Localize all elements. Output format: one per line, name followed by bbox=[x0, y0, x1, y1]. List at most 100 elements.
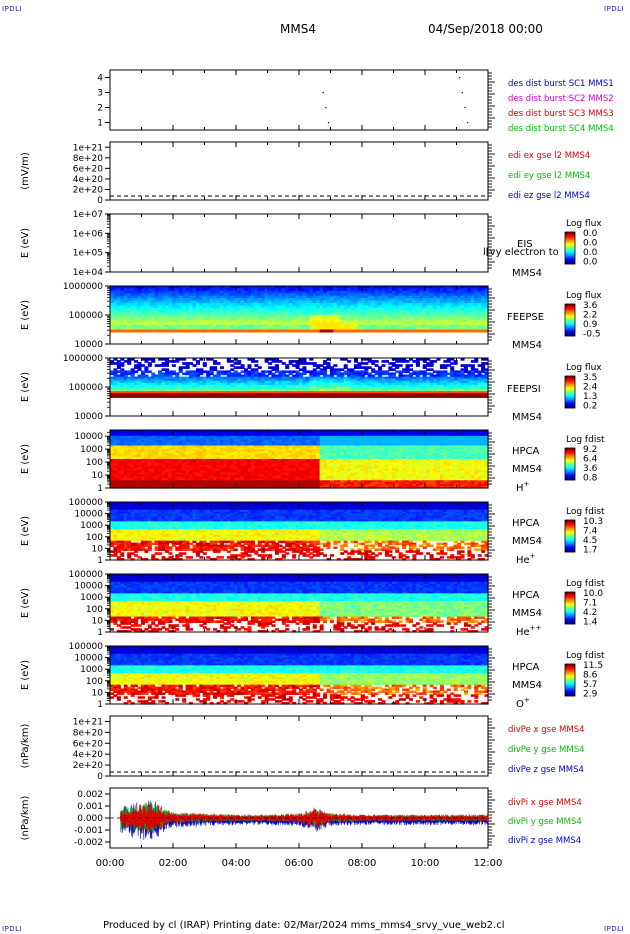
spectrogram-cell bbox=[140, 474, 145, 477]
spectrogram-cell bbox=[481, 362, 486, 365]
spectrogram-cell bbox=[329, 312, 334, 316]
spectrogram-cell bbox=[429, 312, 434, 316]
spectrogram-cell bbox=[426, 364, 431, 367]
spectrogram-cell bbox=[151, 395, 156, 398]
spectrogram-cell bbox=[223, 319, 228, 323]
spectrogram-cell bbox=[199, 293, 204, 297]
spectrogram-cell bbox=[371, 310, 376, 314]
spectrogram-cell bbox=[123, 384, 128, 388]
spectrogram-cell bbox=[281, 302, 286, 306]
spectrogram-cell bbox=[433, 382, 438, 386]
spectrogram-cell bbox=[175, 435, 180, 439]
spectrogram-cell bbox=[182, 380, 187, 384]
spectrogram-cell bbox=[402, 378, 407, 382]
spectrogram-cell bbox=[202, 393, 207, 396]
spectrogram-cell bbox=[374, 378, 379, 382]
spectrogram-cell bbox=[268, 319, 273, 323]
spectrogram-cell bbox=[164, 302, 170, 306]
spectrogram-cell bbox=[189, 466, 194, 470]
spectrogram-cell bbox=[446, 380, 451, 384]
spectrogram-cell bbox=[484, 329, 489, 333]
colorbar-cell bbox=[565, 316, 575, 318]
spectrogram-cell bbox=[319, 329, 324, 333]
spectrogram-cell bbox=[199, 324, 204, 328]
spectrogram-cell bbox=[271, 324, 276, 328]
spectrogram-cell bbox=[312, 362, 317, 365]
spectrogram-cell bbox=[329, 376, 334, 380]
colorbar-frame bbox=[564, 231, 576, 265]
spectrogram-cell bbox=[192, 435, 197, 439]
spectrogram-cell bbox=[429, 372, 434, 376]
spectrogram-cell bbox=[415, 300, 420, 304]
spectrogram-cell bbox=[116, 382, 121, 386]
spectrogram-cell bbox=[123, 372, 128, 376]
spectrogram-cell bbox=[364, 286, 369, 290]
spectrogram-cell bbox=[319, 310, 324, 314]
spectrogram-cell bbox=[113, 317, 118, 321]
spectrogram-cell bbox=[134, 455, 139, 458]
spectrogram-cell bbox=[257, 302, 262, 306]
spectrogram-cell bbox=[175, 360, 180, 363]
spectrogram-cell bbox=[237, 286, 242, 290]
spectrogram-cell bbox=[154, 293, 159, 297]
spectrogram-cell bbox=[137, 482, 142, 485]
spectrogram-cell bbox=[240, 366, 245, 369]
spectrogram-cell bbox=[120, 384, 125, 388]
spectrogram-cell bbox=[484, 305, 489, 309]
spectrogram-cell bbox=[137, 447, 142, 450]
spectrogram-cell bbox=[415, 378, 420, 382]
spectrogram-cell bbox=[134, 376, 139, 380]
colorbar-cell bbox=[565, 243, 575, 245]
spectrogram-cell bbox=[429, 305, 434, 309]
spectrogram-cell bbox=[189, 472, 194, 476]
spectrogram-cell bbox=[147, 462, 152, 466]
corner-label-top-left: IPDLI bbox=[2, 5, 23, 13]
spectrogram-cell bbox=[237, 312, 242, 316]
spectrogram-cell bbox=[405, 295, 410, 299]
spectrogram-cell bbox=[219, 384, 224, 388]
spectrogram-cell bbox=[264, 389, 269, 392]
spectrogram-cell bbox=[408, 312, 413, 316]
spectrogram-cell bbox=[319, 387, 324, 390]
spectrogram-cell bbox=[439, 305, 444, 309]
spectrogram-cell bbox=[175, 472, 180, 476]
spectrogram-cell bbox=[213, 368, 218, 372]
spectrogram-cell bbox=[391, 364, 396, 367]
spectrogram-cell bbox=[460, 384, 465, 388]
colorbar-cell bbox=[565, 317, 575, 319]
spectrogram-cell bbox=[140, 288, 145, 292]
spectrogram-cell bbox=[182, 324, 187, 328]
spectrogram-cell bbox=[463, 393, 468, 396]
spectrogram-cell bbox=[302, 387, 307, 390]
spectrogram-cell bbox=[113, 466, 118, 470]
spectrogram-cell bbox=[384, 360, 389, 363]
spectrogram-cell bbox=[134, 380, 139, 384]
spectrogram-cell bbox=[161, 453, 166, 456]
spectrogram-cell bbox=[158, 302, 163, 306]
spectrogram-cell bbox=[178, 480, 183, 483]
spectrogram-cell bbox=[226, 293, 231, 297]
spectrogram-cell bbox=[171, 302, 176, 306]
spectrogram-cell bbox=[316, 295, 321, 299]
spectrogram-cell bbox=[353, 286, 359, 290]
spectrogram-cell bbox=[175, 319, 180, 323]
spectrogram-cell bbox=[127, 298, 132, 302]
spectrogram-cell bbox=[168, 293, 173, 297]
spectrogram-cell bbox=[209, 370, 214, 374]
spectrogram-cell bbox=[223, 380, 228, 384]
instrument-label: EIS bbox=[517, 239, 533, 250]
colorbar-tick-label: 1.3 bbox=[583, 392, 597, 402]
spectrogram-cell bbox=[412, 307, 417, 311]
spectrogram-cell bbox=[127, 453, 132, 456]
spectrogram-cell bbox=[164, 368, 170, 372]
spectrogram-cell bbox=[130, 433, 135, 437]
spectrogram-cell bbox=[350, 384, 355, 388]
spectrogram-cell bbox=[336, 391, 341, 394]
spectrogram-cell bbox=[230, 364, 235, 367]
spectrogram-cell bbox=[295, 298, 300, 302]
colorbar-cell bbox=[565, 388, 575, 390]
spectrogram-cell bbox=[189, 441, 194, 445]
spectrogram-cell bbox=[408, 368, 413, 372]
spectrogram-cell bbox=[154, 324, 159, 328]
spectrogram-cell bbox=[189, 435, 194, 439]
